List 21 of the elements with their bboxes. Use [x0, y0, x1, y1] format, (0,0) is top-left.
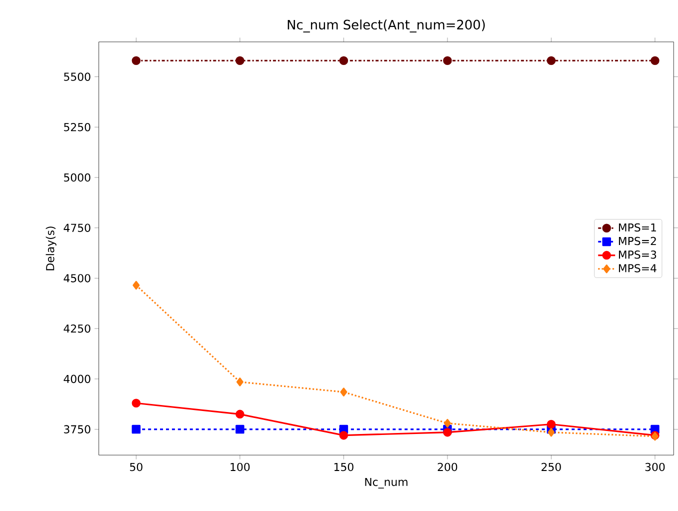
- x-tick-label: 50: [130, 462, 142, 472]
- y-tick-label: 5250: [64, 123, 90, 132]
- y-tick-label: 4250: [64, 324, 90, 333]
- legend-label: MPS=4: [618, 264, 656, 272]
- x-tick-label: 150: [334, 462, 354, 472]
- legend-label: MPS=1: [618, 223, 656, 232]
- y-tick-label: 5000: [64, 173, 90, 182]
- y-tick-label: 4750: [64, 224, 90, 232]
- legend-label: MPS=2: [618, 236, 656, 246]
- x-tick-label: 100: [230, 462, 250, 472]
- legend-label: MPS=3: [618, 250, 656, 259]
- x-axis-title: Nc_num: [365, 478, 408, 488]
- x-tick-label: 200: [438, 462, 458, 472]
- y-tick-label: 4000: [64, 374, 90, 384]
- y-tick-label: 3750: [64, 425, 90, 434]
- y-tick-label: 5500: [64, 72, 90, 81]
- chart-title: Nc_num Select(Ant_num=200): [288, 20, 485, 32]
- y-tick-label: 4500: [64, 274, 90, 282]
- x-tick-label: 300: [645, 462, 665, 472]
- y-axis-title: Delay(s): [46, 226, 56, 270]
- x-tick-label: 250: [542, 462, 561, 472]
